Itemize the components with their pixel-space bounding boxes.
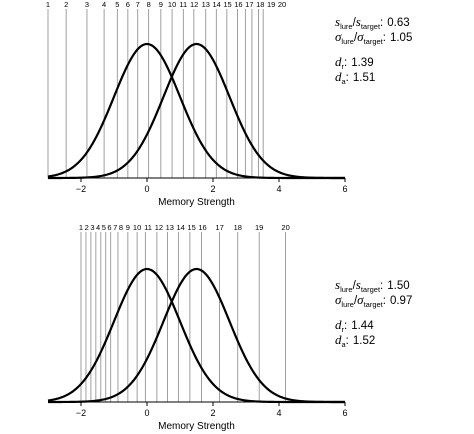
criterion-label-11: 11 [144,223,152,232]
panel-2-sigma-ratio: σlure/σtarget: 0.97 [335,292,413,310]
x-tick-label: 2 [210,408,215,418]
panel-2-da: da: 1.52 [335,332,376,350]
distribution-curve-2 [48,267,345,404]
criterion-label-1: 1 [79,223,83,232]
criterion-label-1: 1 [46,0,50,9]
criterion-label-19: 19 [255,223,263,232]
x-axis-label: Memory Strength [158,197,235,208]
criterion-label-10: 10 [133,223,141,232]
x-tick-label: −2 [76,184,86,194]
x-tick-label: −2 [76,408,86,418]
criterion-label-18: 18 [234,223,242,232]
criterion-label-12: 12 [155,223,163,232]
criterion-label-15: 15 [223,0,231,9]
criterion-label-20: 20 [278,0,286,9]
panel-1-da-value: 1.51 [352,72,376,84]
panel-2-s-ratio: slure/starget: 1.50 [335,277,410,295]
criterion-label-20: 20 [281,223,289,232]
criterion-label-7: 7 [113,223,117,232]
x-tick-label: 2 [210,184,215,194]
criterion-label-9: 9 [126,223,130,232]
x-tick-label: 4 [276,408,281,418]
criterion-label-4: 4 [102,0,106,9]
criterion-label-14: 14 [177,223,185,232]
x-tick-label: 0 [144,184,149,194]
criterion-label-15: 15 [187,223,195,232]
criterion-label-13: 13 [202,0,210,9]
x-axis-label: Memory Strength [158,421,235,432]
criterion-label-6: 6 [126,0,130,9]
panel-2-dr-value: 1.44 [351,320,374,332]
panel-1-dr: dr: 1.39 [335,54,374,72]
panel-1-s-ratio-value: 0.63 [387,17,410,29]
panel-2-sigma-ratio-value: 0.97 [389,295,413,307]
panel-2-annotation: slure/starget: 1.50 σlure/σtarget: 0.97 dr… [335,277,413,350]
criterion-label-8: 8 [119,223,123,232]
panel-1-sigma-ratio: σlure/σtarget: 1.05 [335,29,413,47]
panel-2-dr: dr: 1.44 [335,317,374,335]
criterion-label-7: 7 [136,0,140,9]
panel-1-s-ratio: slure/starget: 0.63 [335,14,410,32]
criterion-label-18: 18 [256,0,264,9]
criterion-label-4: 4 [96,223,100,232]
criterion-label-19: 19 [267,0,275,9]
panel-1-dr-value: 1.39 [351,57,374,69]
criterion-label-5: 5 [102,223,106,232]
criterion-label-17: 17 [215,223,223,232]
panel-1-da: da: 1.51 [335,69,376,87]
criterion-label-16: 16 [234,0,242,9]
chart-panel-2: 1 2 3 4 5 6 7 8 9 10 11 12 13 14 15 16 17 18 19 20−2 0 2 4 6Mem… [47,223,348,432]
criterion-label-13: 13 [166,223,174,232]
criterion-label-3: 3 [90,223,94,232]
criterion-label-9: 9 [159,0,163,9]
criterion-label-12: 12 [190,0,198,9]
criterion-label-3: 3 [85,0,89,9]
x-tick-label: 6 [342,408,347,418]
distribution-curve-1 [47,267,345,404]
criterion-label-2: 2 [85,223,89,232]
panel-2-da-value: 1.52 [352,335,376,347]
x-tick-label: 6 [342,184,347,194]
criterion-label-8: 8 [147,0,151,9]
chart-panel-1: 1 2 3 4 5 6 7 8 9 10 11 12 13 14 15 16 17 18 19 20−2 0 2 4 6Mem… [46,0,348,208]
criterion-label-11: 11 [179,0,187,9]
criterion-label-10: 10 [168,0,176,9]
distribution-curve-1 [47,42,345,180]
criterion-label-6: 6 [107,223,111,232]
criterion-label-17: 17 [245,0,253,9]
panel-1-annotation: slure/starget: 0.63 σlure/σtarget: 1.05 dr… [335,14,413,87]
x-tick-label: 0 [144,408,149,418]
criterion-label-5: 5 [115,0,119,9]
panel-1-sigma-ratio-value: 1.05 [389,32,413,44]
criterion-label-2: 2 [64,0,68,9]
x-tick-label: 4 [276,184,281,194]
panel-2-s-ratio-value: 1.50 [387,280,410,292]
criterion-label-14: 14 [212,0,220,9]
criterion-label-16: 16 [198,223,206,232]
distribution-curve-2 [48,42,345,180]
